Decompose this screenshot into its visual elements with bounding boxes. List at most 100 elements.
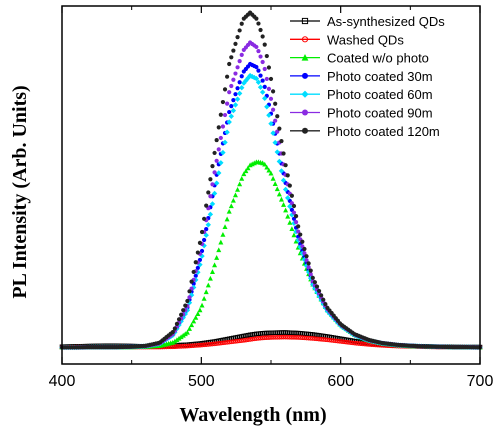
data-point xyxy=(266,167,272,173)
legend-marker xyxy=(302,109,308,116)
data-point xyxy=(289,193,294,198)
data-point xyxy=(195,343,201,348)
data-point xyxy=(234,96,241,102)
data-point xyxy=(176,335,182,341)
data-point xyxy=(266,335,272,340)
data-point xyxy=(216,341,222,346)
data-point xyxy=(233,41,238,46)
data-point xyxy=(191,318,197,324)
legend-entry: Coated w/o photo xyxy=(290,51,429,66)
legend-label: Photo coated 30m xyxy=(327,69,433,84)
data-point xyxy=(293,220,299,225)
data-point xyxy=(220,149,226,156)
data-point xyxy=(235,338,240,344)
data-point xyxy=(228,113,234,120)
data-point xyxy=(237,338,242,344)
data-point xyxy=(254,44,259,50)
data-point xyxy=(279,138,284,144)
legend-marker xyxy=(301,54,309,61)
data-point xyxy=(220,231,226,237)
data-point xyxy=(241,171,247,177)
data-point xyxy=(187,295,192,300)
data-point xyxy=(264,104,270,110)
data-point xyxy=(278,168,285,174)
data-point xyxy=(329,338,334,343)
data-point xyxy=(323,301,328,307)
data-point xyxy=(174,321,180,326)
data-point xyxy=(287,334,293,340)
data-point xyxy=(258,335,263,341)
y-axis-label: PL Intensity (Arb. Units) xyxy=(9,85,31,298)
data-point xyxy=(203,289,209,295)
data-point xyxy=(241,338,247,343)
series-7 xyxy=(59,10,483,350)
data-point xyxy=(308,272,313,277)
data-point xyxy=(218,135,223,141)
data-point xyxy=(312,280,317,285)
data-point xyxy=(362,341,368,347)
data-point xyxy=(222,139,228,146)
data-point xyxy=(291,203,297,209)
data-point xyxy=(193,260,198,265)
data-point xyxy=(227,90,232,95)
data-point xyxy=(203,342,209,347)
data-point xyxy=(331,338,337,343)
data-point xyxy=(274,335,280,340)
data-point xyxy=(285,334,291,340)
legend-marker xyxy=(301,90,309,98)
data-point xyxy=(233,71,238,76)
data-point xyxy=(282,186,289,193)
data-point xyxy=(254,16,259,21)
data-point xyxy=(270,107,276,112)
data-point xyxy=(314,284,320,289)
data-point xyxy=(318,336,324,342)
data-point xyxy=(254,64,259,70)
data-point xyxy=(293,214,299,219)
data-point xyxy=(201,342,207,348)
data-point xyxy=(287,220,293,225)
data-point xyxy=(268,120,274,127)
data-point xyxy=(226,119,232,125)
data-point xyxy=(260,78,265,83)
data-point xyxy=(218,160,224,166)
data-point xyxy=(258,73,263,78)
data-point xyxy=(210,182,215,187)
data-point xyxy=(306,265,311,270)
data-point xyxy=(270,335,276,340)
data-point xyxy=(341,339,347,345)
data-point xyxy=(256,336,261,341)
data-point xyxy=(348,340,353,345)
legend-marker xyxy=(302,127,308,134)
data-point xyxy=(295,335,301,340)
data-point xyxy=(302,251,307,256)
data-point xyxy=(170,329,175,335)
data-point xyxy=(249,73,255,80)
data-point xyxy=(339,339,345,344)
data-point xyxy=(276,158,283,165)
data-point xyxy=(197,261,203,268)
data-point xyxy=(310,275,315,280)
data-point xyxy=(283,163,288,168)
data-point xyxy=(236,90,243,97)
data-point xyxy=(264,164,270,170)
data-point xyxy=(211,190,218,197)
x-tick-label: 700 xyxy=(467,373,494,390)
data-point xyxy=(183,303,188,308)
legend-marker xyxy=(301,36,309,43)
data-point xyxy=(272,335,278,340)
data-point xyxy=(239,52,244,57)
data-point xyxy=(199,229,205,235)
data-point xyxy=(335,338,341,344)
data-point xyxy=(197,240,203,245)
data-point xyxy=(358,341,364,347)
data-point xyxy=(224,216,230,222)
data-point xyxy=(285,173,290,178)
data-point xyxy=(251,74,257,81)
data-point xyxy=(208,177,213,182)
data-point xyxy=(232,102,239,108)
data-point xyxy=(289,226,295,232)
data-point xyxy=(235,65,240,70)
data-point xyxy=(214,137,219,143)
data-point xyxy=(195,250,200,255)
data-point xyxy=(239,338,245,343)
